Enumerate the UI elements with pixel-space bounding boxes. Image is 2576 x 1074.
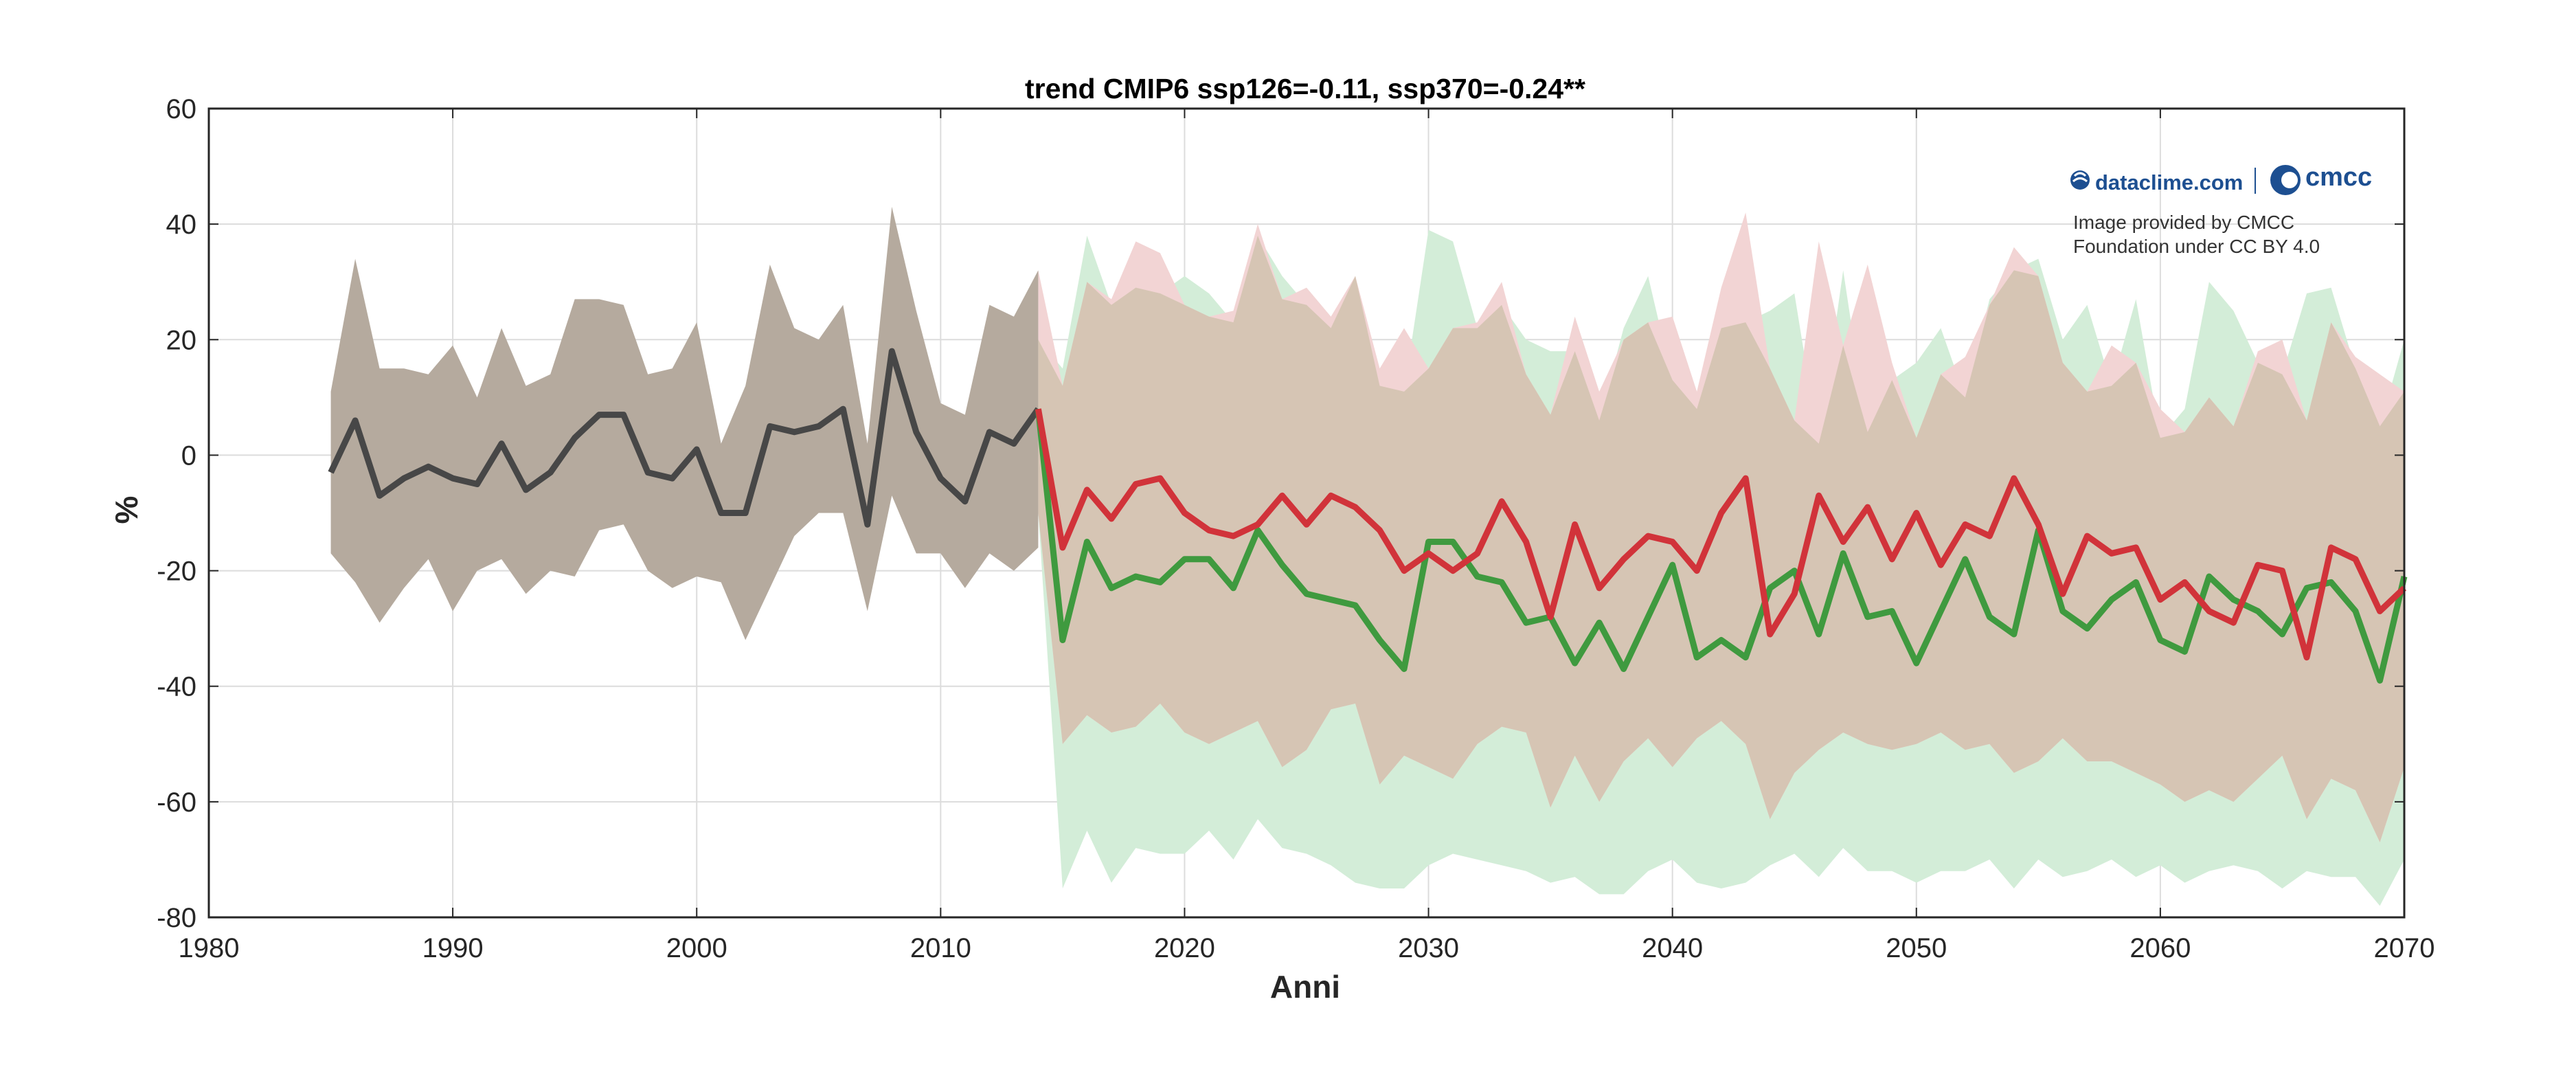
historical-band	[330, 206, 1039, 640]
y-tick-label: -40	[157, 672, 196, 702]
x-tick-label: 2010	[910, 933, 971, 963]
x-tick-label: 2040	[1642, 933, 1703, 963]
y-tick-label: 20	[166, 325, 197, 355]
x-tick-label: 2060	[2129, 933, 2191, 963]
x-tick-label: 2020	[1154, 933, 1215, 963]
ssp370-line	[1035, 408, 2407, 661]
credit-line-1: Image provided by CMCC	[2073, 212, 2294, 233]
watermark: dataclime.com cmcc Image provided by CMC…	[2070, 163, 2372, 257]
y-tick-label: -20	[157, 557, 196, 587]
y-tick-label: 0	[181, 440, 196, 471]
x-axis-label: Anni	[1270, 969, 1340, 1005]
x-tick-label: 1980	[179, 933, 240, 963]
ticks	[208, 108, 2405, 918]
x-tick-label: 2070	[2374, 933, 2435, 963]
y-axis-label: %	[109, 496, 144, 524]
axes-box	[207, 107, 2406, 919]
ssp126-line	[1035, 408, 2408, 684]
y-tick-labels: -80 -60 -40 -20 0 20 40 60	[157, 94, 196, 933]
y-tick-label: -60	[157, 787, 196, 818]
y-tick-label: 60	[166, 94, 197, 124]
x-tick-label: 2030	[1398, 933, 1459, 963]
overlap-band	[1038, 236, 2404, 842]
chart-title: trend CMIP6 ssp126=-0.11, ssp370=-0.24**	[1025, 73, 1585, 104]
x-tick-labels: 1980 1990 2000 2010 2020 2030 2040 2050 2060 2070	[179, 933, 2435, 963]
x-tick-label: 2050	[1886, 933, 1947, 963]
historical-line	[328, 348, 1041, 528]
y-tick-label: -80	[157, 903, 196, 933]
cmcc-logo-text: cmcc	[2305, 163, 2372, 192]
credit-line-2: Foundation under CC BY 4.0	[2073, 236, 2320, 257]
dataclime-logo-icon	[2070, 170, 2090, 190]
y-tick-label: 40	[166, 210, 197, 240]
x-tick-label: 1990	[422, 933, 484, 963]
series-lines	[328, 348, 2408, 684]
cmcc-logo-icon	[2270, 165, 2301, 195]
bands	[330, 206, 2404, 906]
x-tick-label: 2000	[666, 933, 727, 963]
dataclime-logo-text: dataclime.com	[2095, 170, 2243, 194]
